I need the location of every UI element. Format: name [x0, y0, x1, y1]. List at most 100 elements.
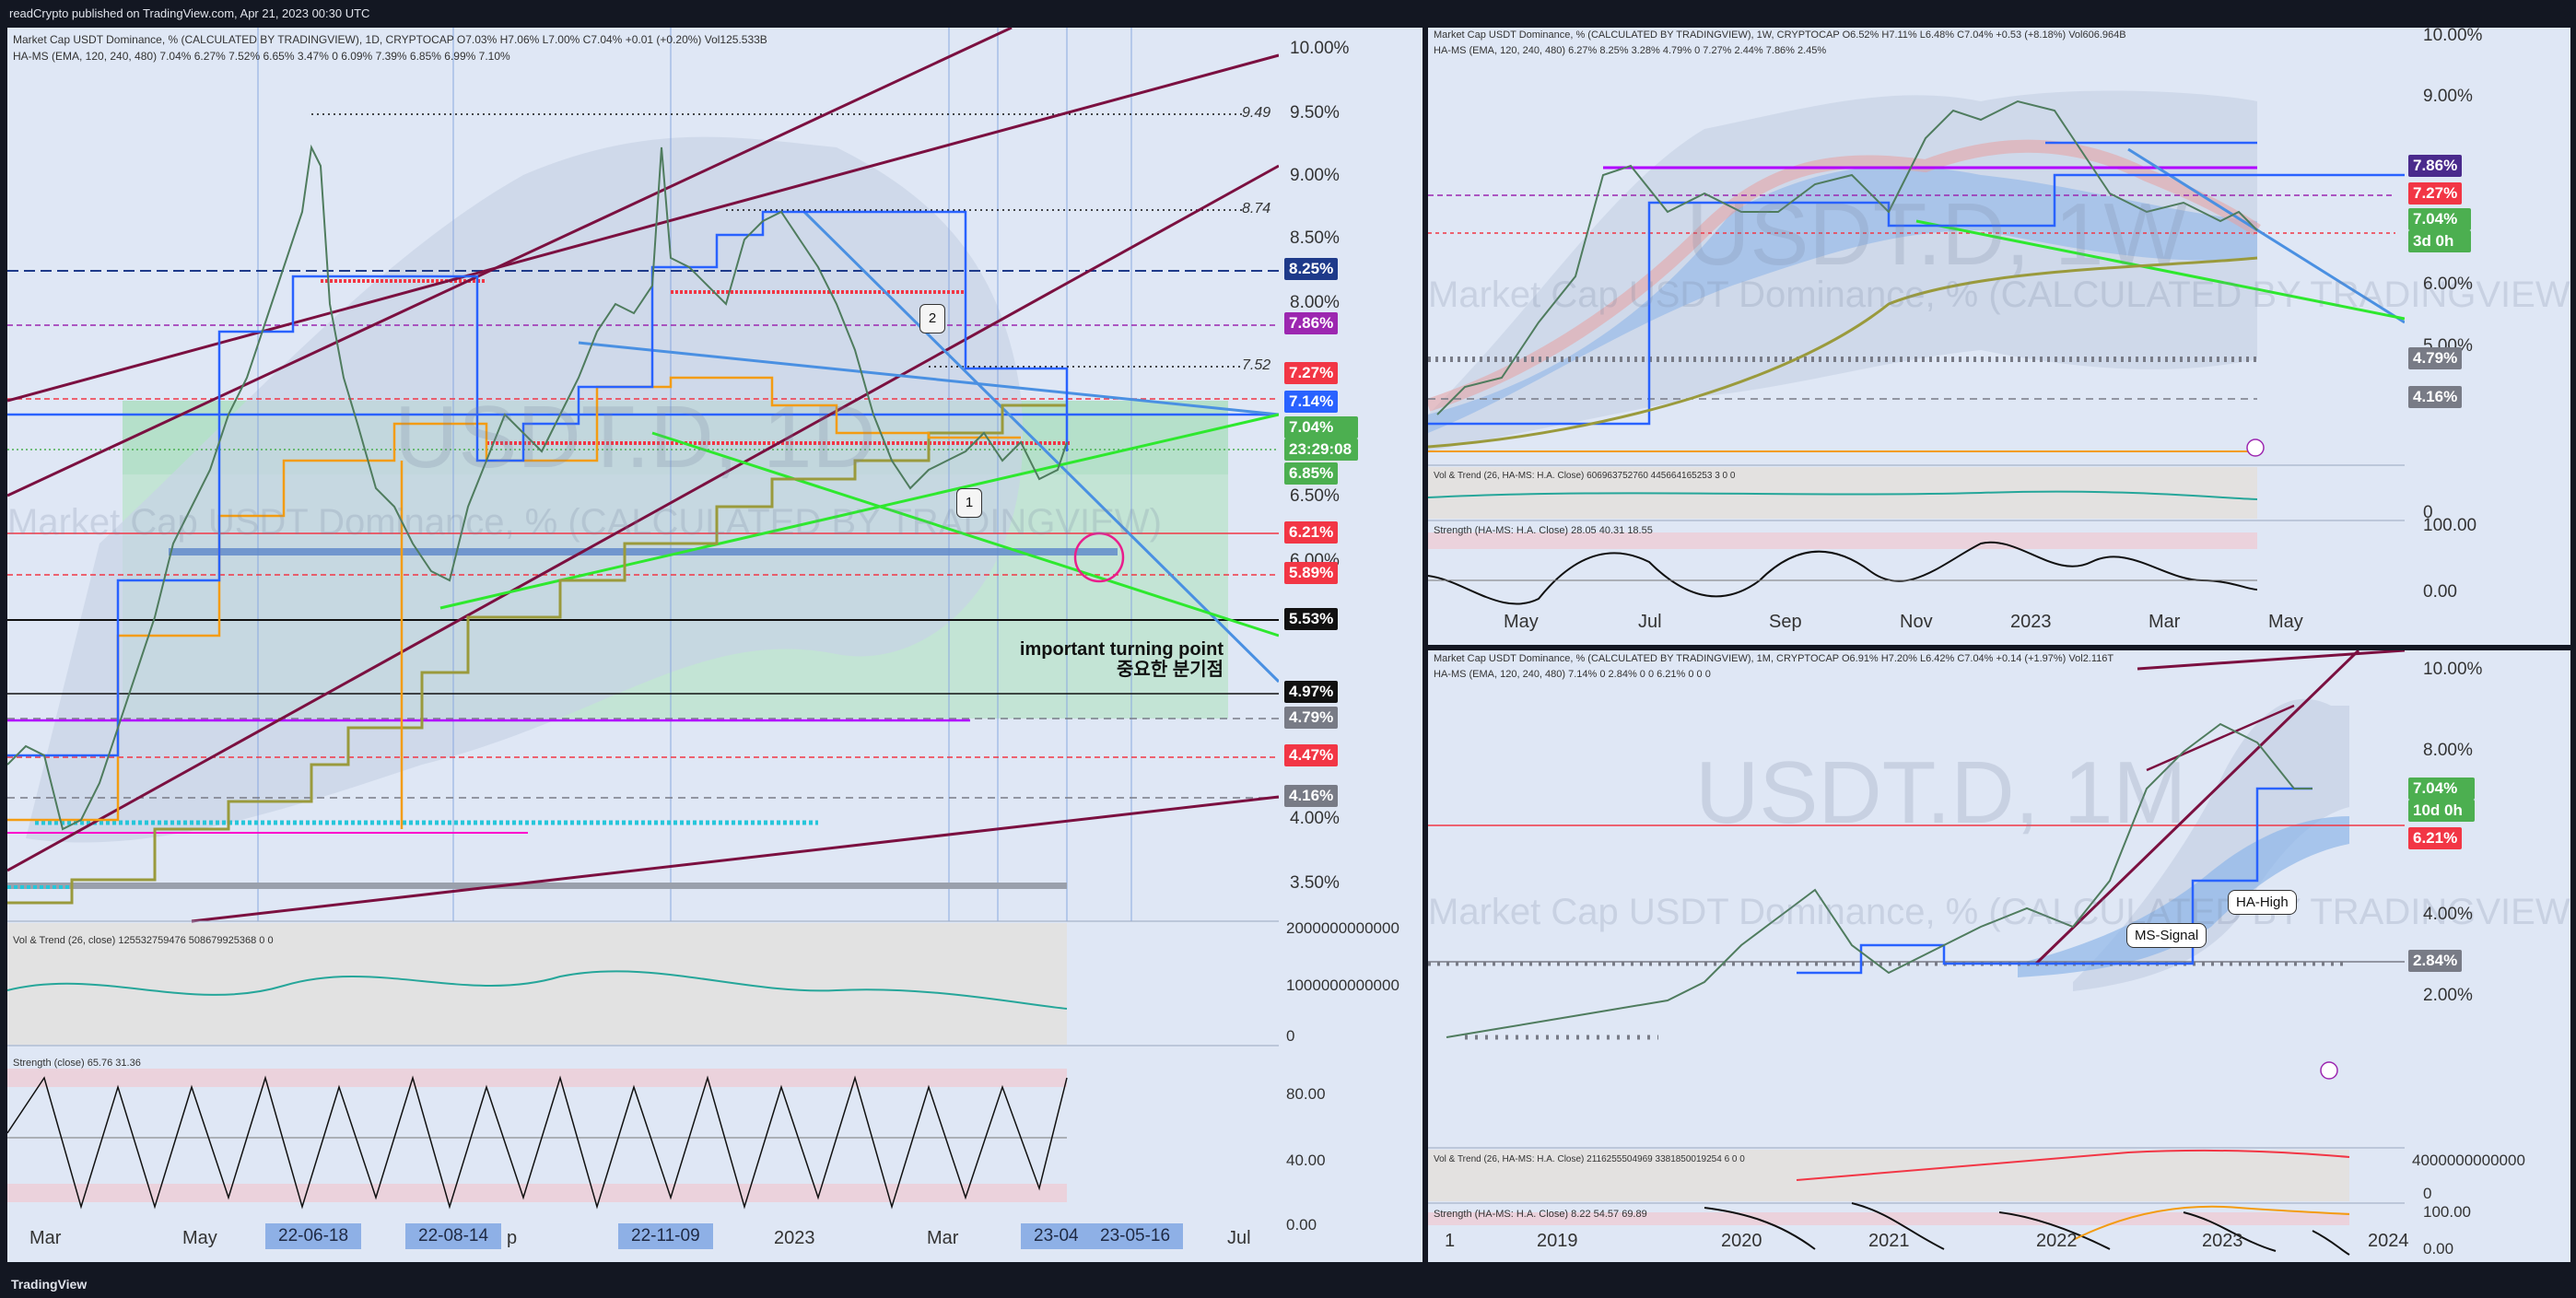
weekly-strength-tick: 100.00 [2423, 516, 2477, 535]
monthly-main-legend[interactable]: Market Cap USDT Dominance, % (CALCULATED… [1434, 653, 2114, 664]
pane-divider-horizontal[interactable] [1428, 645, 2576, 650]
price-label[interactable]: 6.21% [2408, 827, 2463, 849]
weekly-x-label: Jul [1638, 612, 1662, 632]
price-label[interactable]: 7.27% [1284, 362, 1339, 384]
monthly-strength-tick: 0.00 [2423, 1240, 2454, 1257]
daily-date-badge: 22-11-09 [618, 1223, 713, 1249]
strength-y-tick: 40.00 [1286, 1152, 1326, 1169]
price-label[interactable]: 4.16% [2408, 386, 2463, 408]
monthly-x-label: 2019 [1537, 1231, 1578, 1251]
daily-level-label: 9.49 [1242, 105, 1271, 121]
weekly-y-tick: 6.00% [2423, 275, 2473, 294]
daily-y-tick: 6.50% [1290, 486, 1340, 506]
price-label[interactable]: 6.21% [1284, 521, 1339, 544]
daily-x-label: Mar [927, 1228, 959, 1248]
monthly-x-label: 2020 [1721, 1231, 1762, 1251]
annotation-en: important turning point [1019, 639, 1224, 660]
monthly-vol-tick: 4000000000000 [2412, 1152, 2525, 1169]
daily-date-badge: 22-08-14 [405, 1223, 502, 1249]
monthly-x-label: 2021 [1868, 1231, 1910, 1251]
price-label[interactable]: 6.85% [1284, 462, 1339, 485]
price-label[interactable]: 8.25% [1284, 258, 1339, 280]
daily-y-tick: 10.00% [1290, 39, 1350, 58]
ha-high-callout: HA-High [2228, 890, 2297, 915]
weekly-vol-legend[interactable]: Vol & Trend (26, HA-MS: H.A. Close) 6069… [1434, 471, 1736, 481]
weekly-watermark-name: Market Cap USDT Dominance, % (CALCULATED… [1428, 275, 2570, 315]
price-label[interactable]: 7.14% [1284, 391, 1339, 413]
monthly-x-label: 2024 [2368, 1231, 2409, 1251]
weekly-y-tick: 10.00% [2423, 28, 2483, 45]
daily-y-tick: 9.00% [1290, 166, 1340, 185]
daily-level-label: 7.52 [1242, 357, 1271, 373]
price-label[interactable]: 7.86% [2408, 155, 2463, 177]
monthly-hams-legend[interactable]: HA-MS (EMA, 120, 240, 480) 7.14% 0 2.84%… [1434, 669, 1711, 680]
daily-main-legend[interactable]: Market Cap USDT Dominance, % (CALCULATED… [13, 33, 767, 46]
monthly-watermark-symbol: USDT.D, 1M [1695, 743, 2187, 842]
current-price-label[interactable]: 7.04% [1284, 416, 1358, 439]
price-label[interactable]: 4.97% [1284, 681, 1339, 703]
monthly-y-tick: 8.00% [2423, 741, 2473, 760]
pane-divider-vertical[interactable] [1423, 28, 1428, 1269]
daily-chart-canvas[interactable] [7, 28, 1423, 1262]
weekly-x-label: Nov [1900, 612, 1933, 632]
countdown-label: 3d 0h [2408, 230, 2471, 252]
vol-y-tick: 0 [1286, 1027, 1295, 1045]
daily-x-label: p [507, 1228, 518, 1248]
current-price-label[interactable]: 7.04% [2408, 778, 2475, 800]
strength-y-tick: 80.00 [1286, 1085, 1326, 1103]
publish-info: readCrypto published on TradingView.com,… [9, 6, 370, 20]
monthly-strength-legend[interactable]: Strength (HA-MS: H.A. Close) 8.22 54.57 … [1434, 1209, 1647, 1220]
price-label[interactable]: 4.79% [1284, 707, 1339, 729]
monthly-x-label: 2023 [2202, 1231, 2243, 1251]
weekly-y-tick: 0 [2423, 503, 2433, 522]
monthly-x-label: 2022 [2036, 1231, 2078, 1251]
daily-hams-legend[interactable]: HA-MS (EMA, 120, 240, 480) 7.04% 6.27% 7… [13, 50, 510, 63]
daily-chart-pane[interactable]: USDT.D, 1D Market Cap USDT Dominance, % … [7, 28, 1423, 1262]
monthly-x-label: 1 [1445, 1231, 1456, 1251]
weekly-main-legend[interactable]: Market Cap USDT Dominance, % (CALCULATED… [1434, 29, 2126, 41]
weekly-chart-canvas[interactable] [1428, 28, 2570, 645]
weekly-x-label: May [2268, 612, 2303, 632]
weekly-watermark-symbol: USDT.D, 1W [1686, 185, 2188, 284]
turning-point-annotation: important turning point 중요한 분기점 [947, 639, 1224, 680]
monthly-vol-legend[interactable]: Vol & Trend (26, HA-MS: H.A. Close) 2116… [1434, 1154, 1745, 1164]
weekly-x-label: Mar [2149, 612, 2181, 632]
daily-watermark-name: Market Cap USDT Dominance, % (CALCULATED… [7, 502, 1162, 543]
daily-vol-legend[interactable]: Vol & Trend (26, close) 125532759476 508… [13, 935, 274, 946]
daily-x-label: Mar [29, 1228, 62, 1248]
tradingview-logo[interactable]: TradingView [11, 1277, 88, 1292]
price-label[interactable]: 4.47% [1284, 744, 1339, 766]
weekly-hams-legend[interactable]: HA-MS (EMA, 120, 240, 480) 6.27% 8.25% 3… [1434, 45, 1827, 56]
price-label[interactable]: 4.79% [2408, 347, 2463, 369]
monthly-y-tick: 2.00% [2423, 986, 2473, 1005]
vol-y-tick: 2000000000000 [1286, 919, 1399, 937]
price-label[interactable]: 4.16% [1284, 785, 1339, 807]
weekly-x-label: Sep [1769, 612, 1802, 632]
weekly-strength-tick: 0.00 [2423, 582, 2457, 602]
daily-level-label: 8.74 [1242, 201, 1271, 216]
daily-y-tick: 3.50% [1290, 873, 1340, 893]
vol-y-tick: 1000000000000 [1286, 976, 1399, 994]
weekly-strength-legend[interactable]: Strength (HA-MS: H.A. Close) 28.05 40.31… [1434, 525, 1653, 536]
countdown-label: 10d 0h [2408, 800, 2475, 822]
price-label[interactable]: 5.89% [1284, 562, 1339, 584]
weekly-x-label: 2023 [2010, 612, 2052, 632]
price-label[interactable]: 7.27% [2408, 182, 2463, 205]
price-label[interactable]: 2.84% [2408, 950, 2463, 972]
countdown-label: 23:29:08 [1284, 439, 1358, 461]
weekly-chart-pane[interactable]: USDT.D, 1W Market Cap USDT Dominance, % … [1428, 28, 2570, 645]
daily-x-label: May [182, 1228, 217, 1248]
price-label[interactable]: 5.53% [1284, 608, 1339, 630]
weekly-y-tick: 9.00% [2423, 87, 2473, 106]
price-label[interactable]: 7.86% [1284, 312, 1339, 334]
daily-watermark-symbol: USDT.D, 1D [394, 388, 876, 486]
daily-date-badge: 23-05-16 [1087, 1223, 1184, 1249]
monthly-chart-pane[interactable]: USDT.D, 1M Market Cap USDT Dominance, % … [1428, 650, 2570, 1262]
publish-header: readCrypto published on TradingView.com,… [0, 0, 2576, 28]
ms-signal-callout: MS-Signal [2126, 923, 2207, 948]
daily-date-badge: 22-06-18 [265, 1223, 362, 1249]
daily-strength-legend[interactable]: Strength (close) 65.76 31.36 [13, 1058, 141, 1069]
strength-y-tick: 0.00 [1286, 1216, 1317, 1234]
daily-y-tick: 8.50% [1290, 228, 1340, 248]
current-price-label[interactable]: 7.04% [2408, 208, 2471, 230]
